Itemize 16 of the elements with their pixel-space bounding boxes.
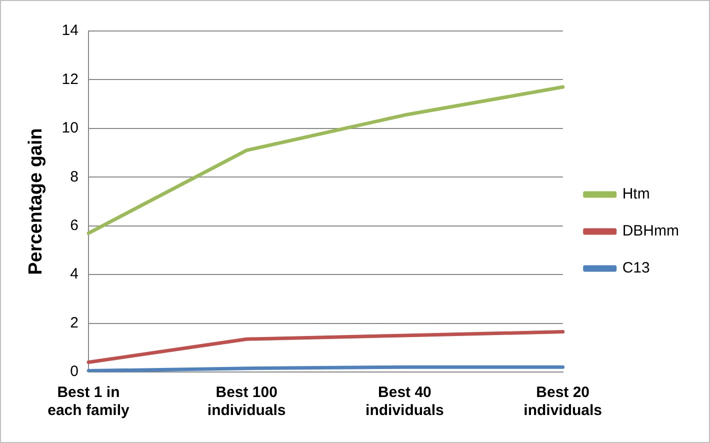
x-tick-label: Best 20 individuals — [524, 384, 602, 420]
y-tick-label: 6 — [70, 217, 78, 234]
y-axis-title: Percentage gain — [26, 128, 47, 275]
legend-label: Htm — [622, 186, 650, 203]
y-tick-label: 14 — [62, 22, 78, 40]
y-tick-label: 10 — [62, 120, 78, 137]
legend-label: DBHmm — [622, 222, 680, 240]
x-tick-label: Best 40 individuals — [366, 384, 444, 420]
y-tick-label: 12 — [62, 70, 78, 88]
y-tick-label: 0 — [70, 363, 78, 380]
y-tick-label: 8 — [70, 168, 78, 186]
y-tick-label: 4 — [70, 266, 78, 283]
x-tick-label: Best 1 in each family — [48, 384, 130, 420]
x-tick-label: Best 100 individuals — [207, 384, 286, 420]
legend-label: C13 — [622, 260, 650, 277]
y-tick-label: 2 — [70, 314, 78, 332]
